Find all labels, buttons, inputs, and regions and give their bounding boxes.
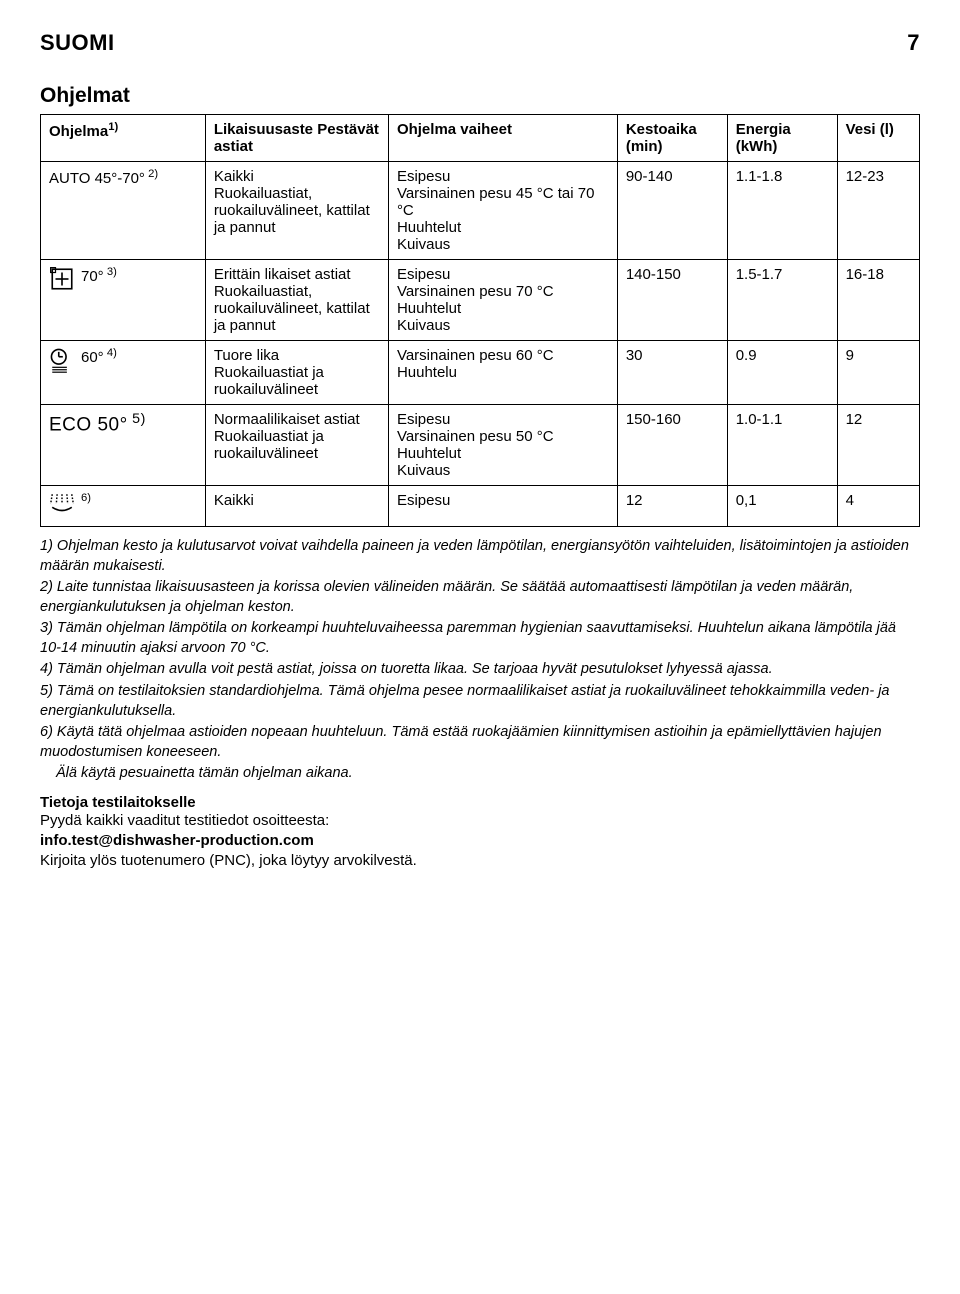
cell-soil: Kaikki [205, 486, 388, 527]
info-body: Pyydä kaikki vaaditut testitiedot osoitt… [40, 811, 920, 872]
cell-soil: Normaalilikaiset astiatRuokailuastiat ja… [205, 405, 388, 486]
cell-soil: Tuore likaRuokailuastiat ja ruokailuväli… [205, 341, 388, 405]
cell-duration: 150-160 [617, 405, 727, 486]
table-row: 6) KaikkiEsipesu120,14 [41, 486, 920, 527]
cell-water: 16-18 [837, 260, 919, 341]
footnote-ref: 2) [145, 168, 158, 180]
footnote: 5) Tämä on testilaitoksien standardiohje… [40, 682, 920, 721]
program-label: AUTO 45°-70° 2) [49, 168, 158, 187]
cell-water: 4 [837, 486, 919, 527]
cell-program: 6) [41, 486, 206, 527]
cell-energy: 1.5-1.7 [727, 260, 837, 341]
cell-energy: 0,1 [727, 486, 837, 527]
table-row: 70° 3) Erittäin likaiset astiatRuokailuas… [41, 260, 920, 341]
cell-program: ECO 50° 5) [41, 405, 206, 486]
cell-energy: 0.9 [727, 341, 837, 405]
cell-duration: 30 [617, 341, 727, 405]
cell-phases: EsipesuVarsinainen pesu 50 °CHuuhtelutKu… [388, 405, 617, 486]
cell-program: 70° 3) [41, 260, 206, 341]
cell-program: AUTO 45°-70° 2) [41, 162, 206, 260]
program-label: 60° 4) [81, 347, 117, 366]
footnote: 6) Käytä tätä ohjelmaa astioiden nopeaan… [40, 723, 920, 762]
cell-soil: Erittäin likaiset astiatRuokailuastiat, … [205, 260, 388, 341]
table-row: 60° 4) Tuore likaRuokailuastiat ja ruokai… [41, 341, 920, 405]
program-label: 6) [81, 492, 91, 511]
footnote-ref: 6) [81, 492, 91, 504]
cell-phases: Esipesu [388, 486, 617, 527]
col-energy: Energia (kWh) [727, 115, 837, 162]
program-label: 70° 3) [81, 266, 117, 285]
footnote-tail: Älä käytä pesuainetta tämän ohjelman aik… [40, 764, 920, 784]
info-line1: Pyydä kaikki vaaditut testitiedot osoitt… [40, 812, 329, 829]
cell-phases: EsipesuVarsinainen pesu 70 °CHuuhtelutKu… [388, 260, 617, 341]
cell-duration: 140-150 [617, 260, 727, 341]
col-duration: Kestoaika (min) [617, 115, 727, 162]
cell-duration: 90-140 [617, 162, 727, 260]
cell-water: 12 [837, 405, 919, 486]
col-program: Ohjelma1) [41, 115, 206, 162]
col-phases: Ohjelma vaiheet [388, 115, 617, 162]
cell-duration: 12 [617, 486, 727, 527]
quick-icon [49, 347, 75, 377]
programs-table: Ohjelma1) Likaisuusaste Pestävät astiat … [40, 114, 920, 527]
col-soil: Likaisuusaste Pestävät astiat [205, 115, 388, 162]
page-number: 7 [907, 30, 920, 56]
footnote: 3) Tämän ohjelman lämpötila on korkeampi… [40, 619, 920, 658]
cell-water: 9 [837, 341, 919, 405]
col-water: Vesi (l) [837, 115, 919, 162]
cell-energy: 1.0-1.1 [727, 405, 837, 486]
footnote-ref: 3) [104, 266, 117, 278]
cell-energy: 1.1-1.8 [727, 162, 837, 260]
section-title: Ohjelmat [40, 84, 920, 108]
page-header: SUOMI 7 [40, 30, 920, 56]
cell-phases: EsipesuVarsinainen pesu 45 °C tai 70 °CH… [388, 162, 617, 260]
info-heading: Tietoja testilaitokselle [40, 794, 920, 811]
info-line2: Kirjoita ylös tuotenumero (PNC), joka lö… [40, 852, 417, 869]
footnote-ref: 5) [128, 411, 146, 427]
rinse-icon [49, 492, 75, 520]
header-left: SUOMI [40, 30, 115, 56]
footnote: 2) Laite tunnistaa likaisuusasteen ja ko… [40, 578, 920, 617]
footnote-ref: 4) [104, 347, 117, 359]
hygiene-icon [49, 266, 75, 296]
info-email: info.test@dishwasher-production.com [40, 832, 314, 849]
eco-label: ECO 50° 5) [49, 411, 146, 436]
cell-phases: Varsinainen pesu 60 °CHuuhtelu [388, 341, 617, 405]
table-row: ECO 50° 5) Normaalilikaiset astiatRuokail… [41, 405, 920, 486]
cell-water: 12-23 [837, 162, 919, 260]
cell-soil: KaikkiRuokailuastiat, ruokailuvälineet, … [205, 162, 388, 260]
footnote: 4) Tämän ohjelman avulla voit pestä asti… [40, 660, 920, 680]
footnote: 1) Ohjelman kesto ja kulutusarvot voivat… [40, 537, 920, 576]
table-row: AUTO 45°-70° 2) KaikkiRuokailuastiat, ruo… [41, 162, 920, 260]
footnotes-block: 1) Ohjelman kesto ja kulutusarvot voivat… [40, 537, 920, 784]
table-header-row: Ohjelma1) Likaisuusaste Pestävät astiat … [41, 115, 920, 162]
cell-program: 60° 4) [41, 341, 206, 405]
